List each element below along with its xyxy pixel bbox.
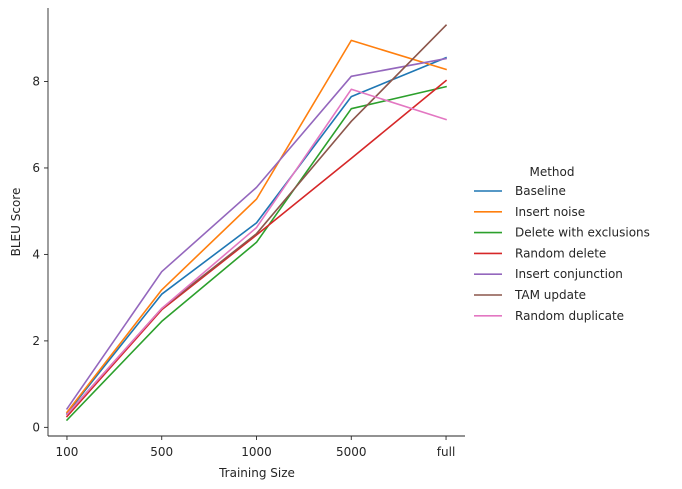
series-line — [65, 39, 447, 414]
series-line — [65, 56, 448, 415]
legend-label: Random delete — [515, 246, 606, 260]
legend-label: Baseline — [515, 184, 566, 198]
y-tick-label: 4 — [32, 247, 40, 261]
series-line — [65, 88, 448, 416]
series-line — [65, 24, 448, 416]
legend-label: Insert noise — [515, 205, 585, 219]
plot-lines — [65, 24, 448, 422]
y-tick-label: 2 — [32, 334, 40, 348]
x-tick-label: full — [437, 445, 456, 459]
legend: Method Baseline Insert noise Delete with e… — [474, 165, 650, 323]
legend-label: Random duplicate — [515, 309, 624, 323]
y-tick-label: 0 — [32, 420, 40, 434]
x-tick-label: 5000 — [336, 445, 367, 459]
legend-items: Baseline Insert noise Delete with exclusio… — [474, 184, 650, 323]
legend-title: Method — [529, 165, 574, 179]
y-tick-label: 6 — [32, 161, 40, 175]
x-tick-label: 500 — [150, 445, 173, 459]
series-line — [65, 57, 447, 410]
x-axis-label: Training Size — [218, 466, 295, 480]
x-axis-ticks: 100 500 1000 5000 full — [56, 436, 456, 459]
y-axis-label: BLEU Score — [9, 188, 23, 257]
y-axis-ticks: 0 2 4 6 8 — [32, 74, 48, 434]
legend-label: Insert conjunction — [515, 267, 623, 281]
legend-label: Delete with exclusions — [515, 226, 650, 240]
series-line — [65, 85, 447, 422]
series-line — [65, 79, 448, 418]
y-tick-label: 8 — [32, 74, 40, 88]
legend-label: TAM update — [514, 288, 586, 302]
x-tick-label: 1000 — [241, 445, 272, 459]
x-tick-label: 100 — [56, 445, 79, 459]
